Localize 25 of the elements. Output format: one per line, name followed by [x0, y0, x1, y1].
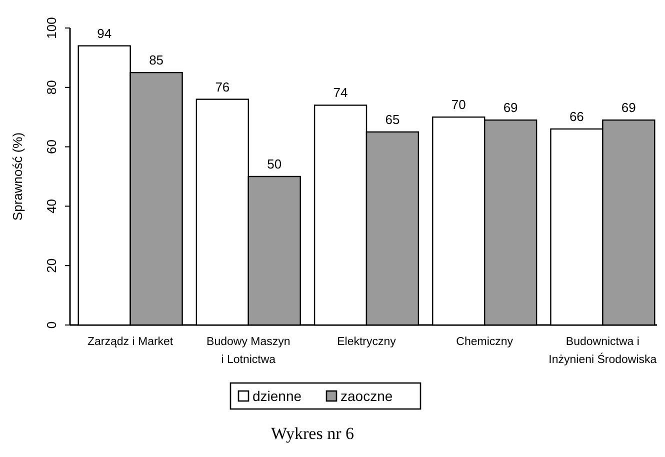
y-tick-label: 40 [44, 198, 59, 214]
legend-label: zaoczne [340, 388, 393, 404]
x-tick-label: Budowy Maszyn i Lotnictwa [206, 336, 290, 366]
data-label: 76 [215, 79, 230, 94]
x-tick-label: Elektryczny [337, 336, 396, 348]
y-axis-title: Sprawność (%) [10, 132, 25, 221]
data-label: 50 [267, 156, 282, 172]
data-label: 70 [451, 97, 466, 112]
data-label: 74 [333, 85, 348, 100]
data-label: 85 [149, 52, 164, 68]
data-label: 94 [97, 26, 112, 41]
y-tick-label: 100 [44, 17, 59, 39]
x-tick-label: Zarządz i Market [88, 336, 174, 348]
data-label: 66 [569, 108, 584, 124]
y-tick-label: 20 [44, 258, 59, 273]
data-label: 69 [503, 100, 518, 116]
data-label: 65 [385, 112, 400, 127]
text: Wykres nr 6 [270, 424, 354, 443]
y-tick-label: 80 [44, 80, 59, 95]
y-tick-label: 60 [44, 140, 59, 154]
x-tick-label: Budownictwa i Inżynieni Środowiska [548, 336, 658, 366]
y-tick-label: 0 [44, 321, 59, 329]
x-tick-label: Chemiczny [456, 336, 514, 348]
legend-label: dzienne [252, 388, 302, 404]
data-label: 69 [621, 100, 636, 116]
